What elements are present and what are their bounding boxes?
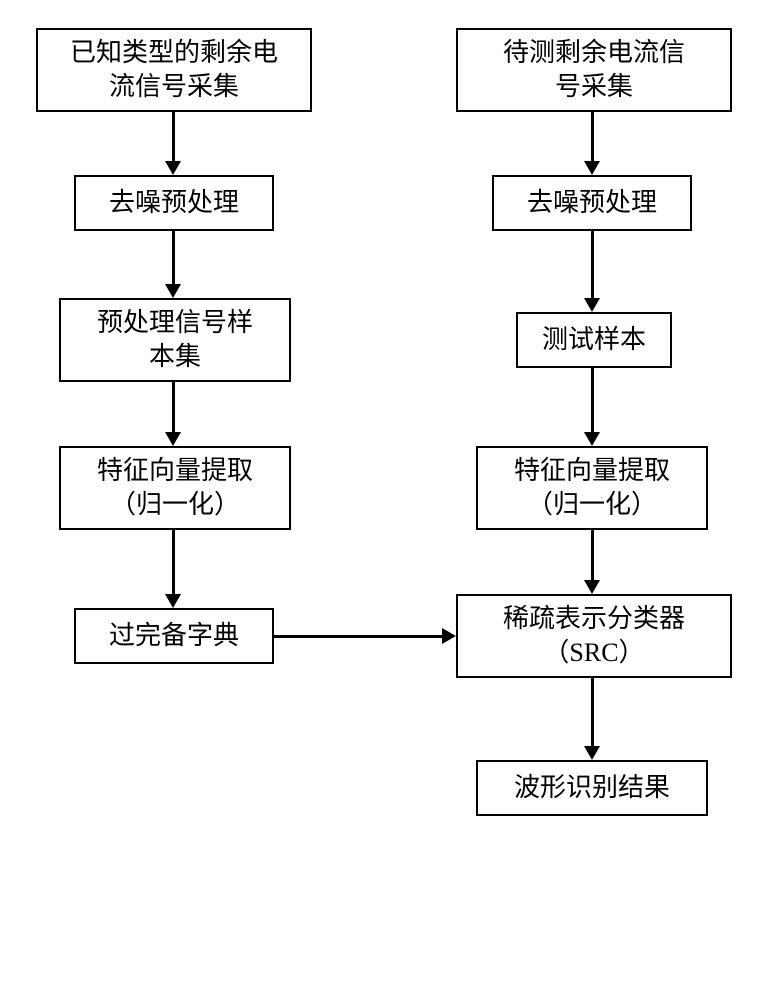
arrow-head-3 xyxy=(165,594,181,608)
arrow-head-7 xyxy=(584,580,600,594)
flowchart-node-l5: 过完备字典 xyxy=(74,608,274,664)
arrow-line-2 xyxy=(172,382,175,434)
arrow-line-6 xyxy=(591,368,594,434)
arrow-line-5 xyxy=(591,231,594,300)
flowchart-node-r6: 波形识别结果 xyxy=(476,760,708,816)
flowchart-node-l4: 特征向量提取（归一化） xyxy=(59,446,291,530)
arrow-head-9 xyxy=(442,628,456,644)
arrow-head-2 xyxy=(165,432,181,446)
flowchart-node-r1: 待测剩余电流信号采集 xyxy=(456,28,732,112)
arrow-line-9 xyxy=(274,635,444,638)
arrow-line-0 xyxy=(172,112,175,163)
flowchart-node-r4: 特征向量提取（归一化） xyxy=(476,446,708,530)
arrow-head-8 xyxy=(584,746,600,760)
arrow-line-1 xyxy=(172,231,175,286)
arrow-head-5 xyxy=(584,298,600,312)
arrow-head-4 xyxy=(584,161,600,175)
arrow-head-0 xyxy=(165,161,181,175)
arrow-head-6 xyxy=(584,432,600,446)
arrow-line-7 xyxy=(591,530,594,582)
arrow-line-8 xyxy=(591,678,594,748)
arrow-line-3 xyxy=(172,530,175,596)
flowchart-node-r3: 测试样本 xyxy=(516,312,672,368)
flowchart-node-r2: 去噪预处理 xyxy=(492,175,692,231)
flowchart-node-l3: 预处理信号样本集 xyxy=(59,298,291,382)
flowchart-node-r5: 稀疏表示分类器（SRC） xyxy=(456,594,732,678)
arrow-head-1 xyxy=(165,284,181,298)
flowchart-node-l2: 去噪预处理 xyxy=(74,175,274,231)
arrow-line-4 xyxy=(591,112,594,163)
flowchart-node-l1: 已知类型的剩余电流信号采集 xyxy=(36,28,312,112)
